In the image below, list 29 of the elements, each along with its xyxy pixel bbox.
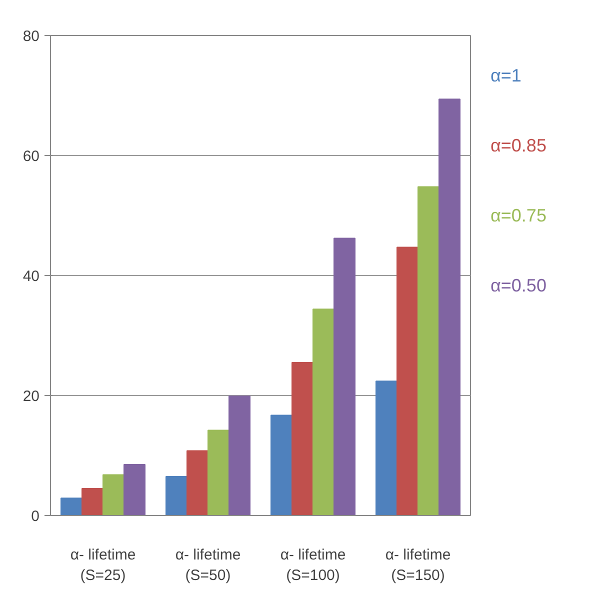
y-tick-label: 0 <box>31 508 40 525</box>
y-tick-label: 20 <box>22 388 40 405</box>
bar <box>124 464 146 516</box>
bar <box>418 186 440 516</box>
y-tick-label: 80 <box>22 28 40 45</box>
bar <box>166 476 188 516</box>
bar <box>376 380 398 516</box>
bar <box>292 362 314 516</box>
bar <box>82 488 104 516</box>
x-tick-label: α- lifetime (S=25) <box>70 546 136 584</box>
y-tick-label: 60 <box>22 148 40 165</box>
bar <box>396 246 418 516</box>
bar <box>60 498 82 516</box>
bar <box>102 474 124 516</box>
series-label: α=0.50 <box>490 276 546 296</box>
bar <box>438 98 460 516</box>
bar <box>334 238 356 516</box>
text: α=0.75 <box>490 206 546 226</box>
bar <box>270 414 292 516</box>
x-tick-label: α- lifetime (S=150) <box>385 546 451 584</box>
bar <box>186 450 208 516</box>
text: α=0.85 <box>490 136 546 156</box>
y-tick-label: 40 <box>22 268 40 285</box>
bar <box>312 308 334 516</box>
bar <box>228 396 250 516</box>
bar <box>208 430 230 516</box>
x-tick-label: α- lifetime (S=50) <box>175 546 241 584</box>
x-tick-label: α- lifetime (S=100) <box>280 546 346 584</box>
text: α=1 <box>490 66 522 86</box>
